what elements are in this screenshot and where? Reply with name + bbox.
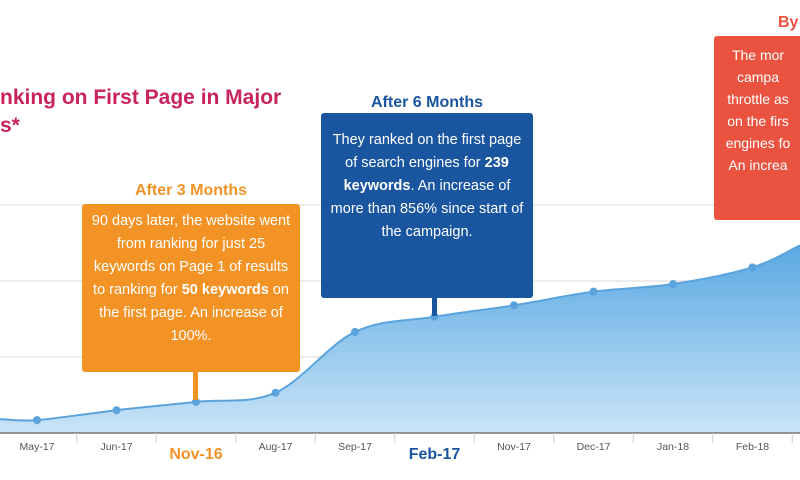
x-tick-label: Jun-17 (100, 441, 132, 453)
callout-6-months: They ranked on the first page of search … (321, 113, 533, 298)
callout-6-months-stem (432, 298, 437, 316)
callout-by: The mor campa throttle as on the firs en… (714, 36, 800, 220)
data-point (271, 388, 280, 397)
x-tick-label: Aug-17 (259, 441, 293, 453)
data-point (748, 263, 757, 272)
x-tick-label: May-17 (19, 441, 54, 453)
x-tick-label: Jan-18 (657, 441, 689, 453)
x-tick-label: Nov-17 (497, 441, 531, 453)
callout-3-months: 90 days later, the website went from ran… (82, 204, 300, 372)
data-point (669, 280, 677, 289)
x-tick-label: Feb-18 (736, 441, 769, 453)
x-tick-label: Nov-16 (169, 446, 222, 463)
callout-by-header: By (778, 14, 799, 31)
data-point (510, 301, 518, 310)
chart-title: nking on First Page in Major s* (0, 86, 282, 137)
data-point (589, 287, 598, 296)
data-point (351, 327, 359, 336)
x-tick-label: Sep-17 (338, 441, 372, 453)
data-point (112, 406, 121, 415)
callout-6-months-header: After 6 Months (371, 94, 483, 111)
data-point (33, 416, 41, 425)
x-tick-label: Feb-17 (409, 446, 461, 463)
callout-3-months-header: After 3 Months (135, 182, 247, 199)
x-tick-label: Dec-17 (577, 441, 611, 453)
callout-3-months-stem (193, 372, 198, 400)
area-fill (0, 245, 800, 433)
